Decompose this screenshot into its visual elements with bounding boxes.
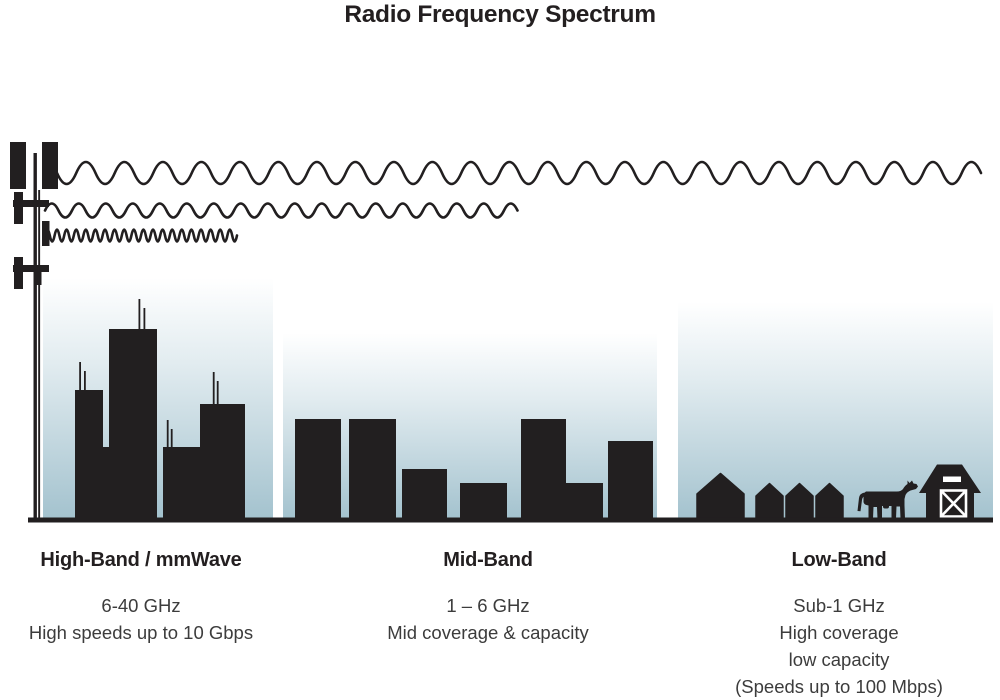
cow-icon	[857, 480, 918, 519]
band-label-high: High-Band / mmWave	[40, 549, 242, 571]
band-detail-coverage: High coverage	[779, 622, 899, 643]
ground-line	[28, 517, 993, 523]
radio-waves	[43, 160, 983, 243]
band-detail-frequency: 6-40 GHz	[101, 595, 181, 616]
medium-wavelength-wave-icon	[43, 202, 519, 219]
skyscraper	[103, 447, 109, 520]
diagram-title: Radio Frequency Spectrum	[344, 1, 656, 28]
building	[521, 419, 566, 520]
building	[566, 483, 603, 520]
band-detail-frequency: 1 – 6 GHz	[446, 595, 530, 616]
cell-tower-icon	[10, 142, 58, 521]
skyscraper	[200, 404, 245, 520]
building	[460, 483, 507, 520]
city-skyline	[75, 299, 245, 520]
band-caption-low: Low-Band Sub-1 GHz High coverage low cap…	[714, 549, 964, 700]
skyscraper	[109, 329, 157, 520]
band-detail-coverage: Mid coverage & capacity	[387, 622, 589, 643]
building	[402, 469, 447, 520]
building	[349, 419, 396, 520]
band-label-low: Low-Band	[791, 549, 887, 571]
barn-icon	[919, 464, 981, 518]
band-detail-speed: High speeds up to 10 Gbps	[28, 622, 254, 643]
band-detail-capacity: low capacity	[788, 649, 890, 670]
rural-scene	[696, 464, 981, 519]
band-detail-speed: (Speeds up to 100 Mbps)	[735, 676, 943, 697]
building	[608, 441, 653, 520]
band-detail-frequency: Sub-1 GHz	[793, 595, 885, 616]
band-caption-high: High-Band / mmWave 6-40 GHz High speeds …	[16, 549, 266, 646]
skyscraper	[163, 447, 200, 520]
band-caption-mid: Mid-Band 1 – 6 GHz Mid coverage & capaci…	[363, 549, 613, 646]
midband-buildings	[295, 419, 653, 520]
band-label-mid: Mid-Band	[443, 549, 533, 571]
short-wavelength-wave-icon	[43, 228, 239, 243]
building	[295, 419, 341, 520]
long-wavelength-wave-icon	[55, 160, 983, 186]
skyscraper	[75, 390, 103, 520]
